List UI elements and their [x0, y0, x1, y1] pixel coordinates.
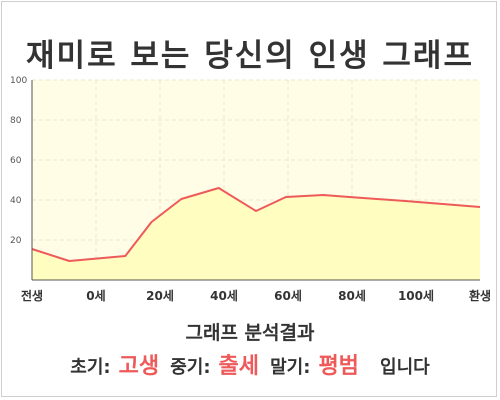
life-line	[31, 187, 481, 262]
y-tick-label: 20	[10, 236, 22, 246]
summary-line: 초기: 고생 중기: 출세 말기: 평범 입니다	[0, 348, 500, 380]
late-label: 말기:	[270, 357, 311, 378]
late-value: 평범	[318, 354, 359, 379]
page-title: 재미로 보는 당신의 인생 그래프	[26, 38, 474, 74]
x-tick-label: 0세	[86, 288, 105, 303]
y-tick-label: 60	[10, 156, 22, 166]
x-tick-label: 전생	[21, 288, 43, 303]
summary-suffix: 입니다	[380, 357, 430, 378]
x-tick-label: 100세	[398, 288, 434, 303]
y-tick-label: 80	[10, 116, 22, 126]
y-tick-label: 40	[10, 196, 22, 206]
early-label: 초기:	[70, 357, 111, 378]
x-tick-label: 40세	[210, 288, 238, 303]
x-tick-label: 환생	[469, 288, 491, 303]
mid-value: 출세	[218, 354, 260, 379]
early-value: 고생	[118, 354, 160, 379]
x-tick-label: 20세	[146, 288, 174, 303]
x-tick-label: 80세	[338, 288, 366, 303]
x-tick-label: 60세	[274, 288, 302, 303]
y-tick-label: 100	[10, 76, 27, 86]
life-graph-chart: 100 80 60 40 20 전생 0세 20세 40세 60세 80세 100세 환생	[10, 76, 491, 303]
mid-label: 중기:	[170, 357, 211, 378]
life-area	[32, 188, 480, 280]
summary-title: 그래프 분석결과	[185, 322, 315, 344]
